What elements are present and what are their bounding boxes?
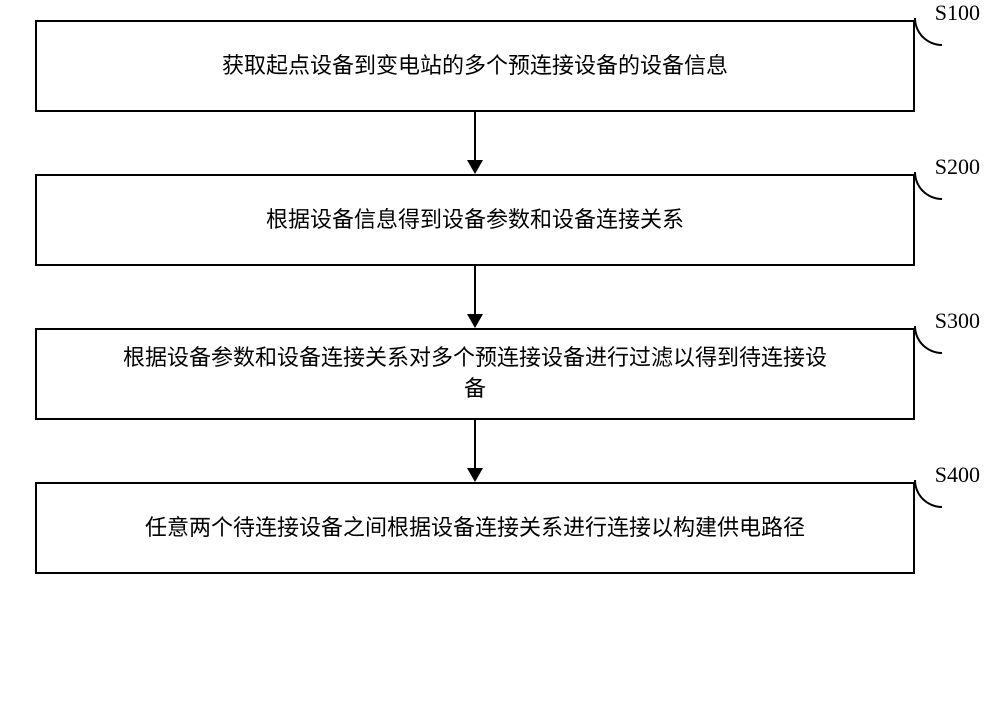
step-box-s300: 根据设备参数和设备连接关系对多个预连接设备进行过滤以得到待连接设备	[35, 328, 915, 420]
arrow-line	[474, 112, 476, 160]
arrow-head-icon	[467, 160, 483, 174]
step-label-s400: S400	[935, 462, 980, 488]
step-box-s400: 任意两个待连接设备之间根据设备连接关系进行连接以构建供电路径	[35, 482, 915, 574]
step-box-s200: 根据设备信息得到设备参数和设备连接关系	[35, 174, 915, 266]
arrow-s300-s400	[35, 420, 915, 482]
arrow-line	[474, 266, 476, 314]
flowchart-container: S100 获取起点设备到变电站的多个预连接设备的设备信息 S200 根据设备信息…	[0, 20, 1000, 574]
arrow-line	[474, 420, 476, 468]
step-text-s300: 根据设备参数和设备连接关系对多个预连接设备进行过滤以得到待连接设备	[105, 335, 845, 413]
step-wrapper-s400: S400 任意两个待连接设备之间根据设备连接关系进行连接以构建供电路径	[0, 482, 1000, 574]
step-text-s400: 任意两个待连接设备之间根据设备连接关系进行连接以构建供电路径	[129, 505, 821, 552]
step-label-s300: S300	[935, 308, 980, 334]
arrow-s100-s200	[35, 112, 915, 174]
step-box-s100: 获取起点设备到变电站的多个预连接设备的设备信息	[35, 20, 915, 112]
arrow-s200-s300	[35, 266, 915, 328]
step-wrapper-s300: S300 根据设备参数和设备连接关系对多个预连接设备进行过滤以得到待连接设备	[0, 328, 1000, 420]
arrow-head-icon	[467, 468, 483, 482]
step-wrapper-s200: S200 根据设备信息得到设备参数和设备连接关系	[0, 174, 1000, 266]
step-text-s200: 根据设备信息得到设备参数和设备连接关系	[250, 197, 700, 244]
arrow-head-icon	[467, 314, 483, 328]
step-text-s100: 获取起点设备到变电站的多个预连接设备的设备信息	[206, 43, 744, 90]
step-label-s100: S100	[935, 0, 980, 26]
step-label-s200: S200	[935, 154, 980, 180]
step-wrapper-s100: S100 获取起点设备到变电站的多个预连接设备的设备信息	[0, 20, 1000, 112]
